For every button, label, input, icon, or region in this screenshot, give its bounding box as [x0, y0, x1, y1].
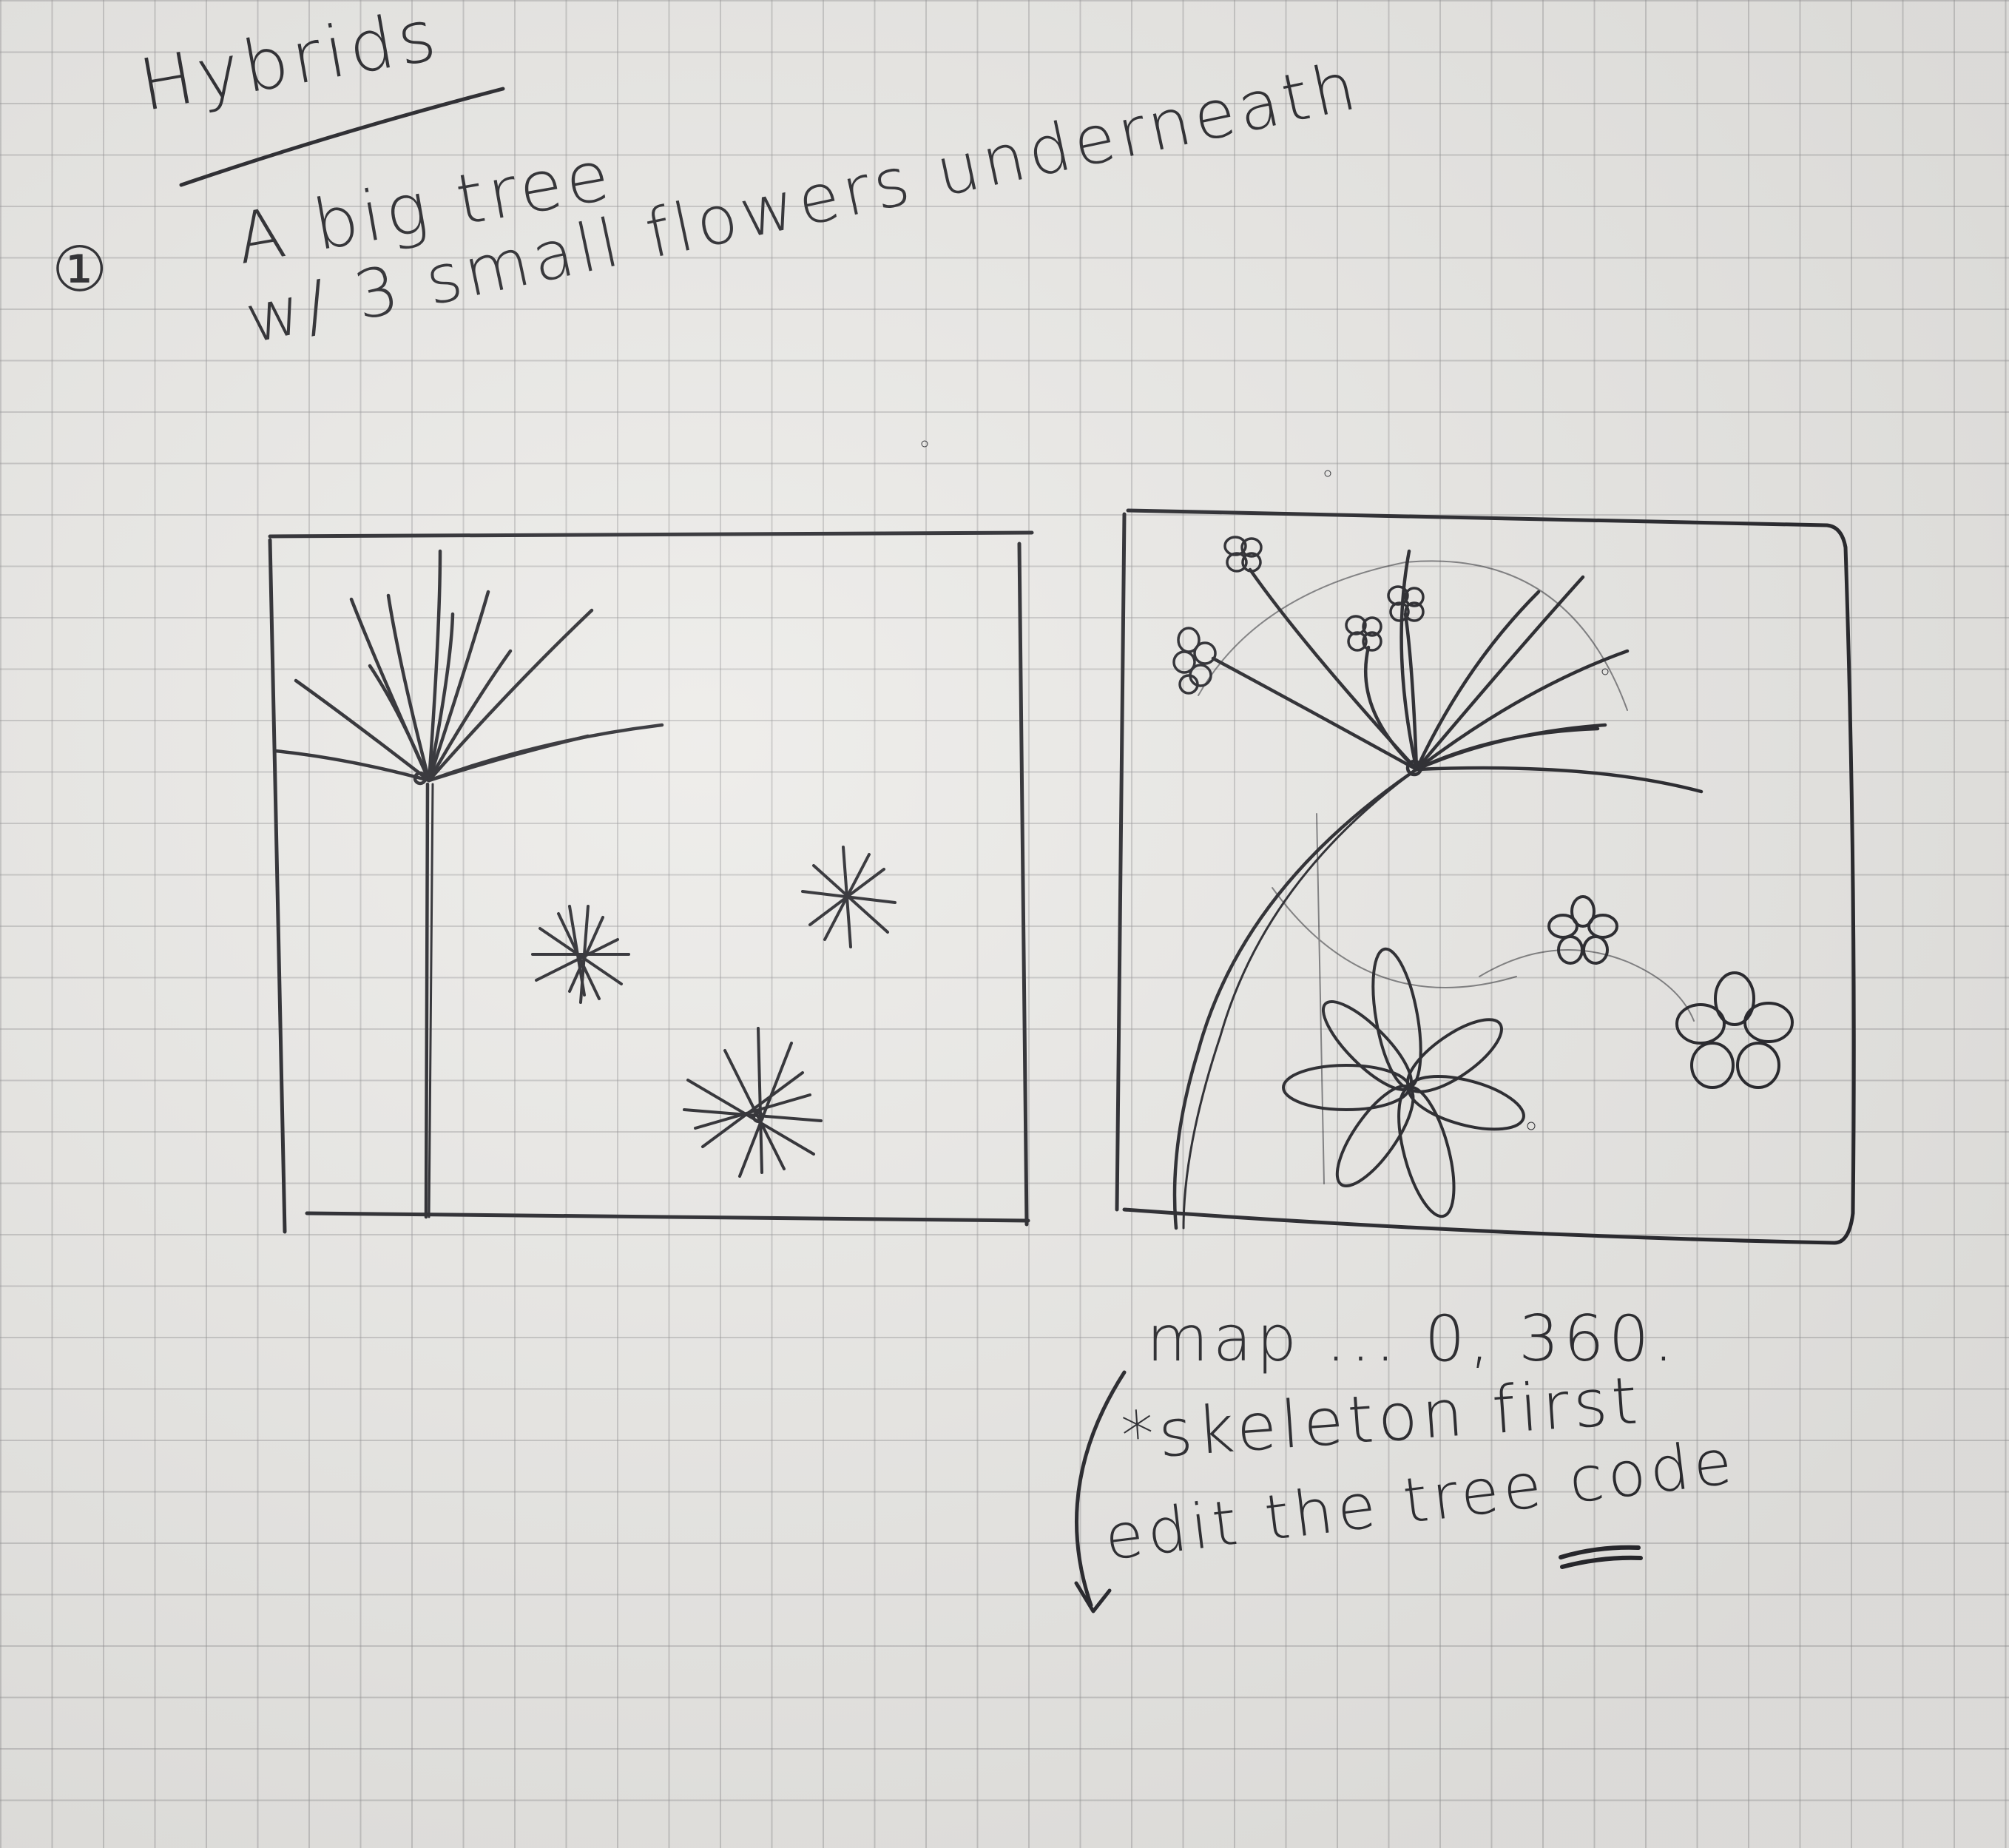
right-tree-branch: [1248, 567, 1419, 772]
left-tree-trunk: [424, 782, 430, 1219]
left-starburst-flower: [801, 846, 897, 948]
notes-bracket-arrow: [1075, 1370, 1127, 1608]
left-frame-bottom: [305, 1211, 1030, 1223]
left-tree-branch: [427, 549, 442, 783]
left-tree: [273, 549, 664, 1219]
left-tree-branch: [427, 723, 664, 783]
right-tree-branch: [1403, 612, 1419, 772]
blossom: [1172, 627, 1217, 695]
left-tree-branch: [427, 608, 594, 783]
small-round-flower: [1547, 895, 1618, 965]
right-tree-branch: [1414, 766, 1704, 794]
left-starburst-flower: [683, 1027, 823, 1178]
right-frame-top: [1126, 508, 1848, 550]
note-line-1: map ... 0, 360.: [1147, 1302, 1678, 1376]
right-ground-flowers: [1282, 895, 1794, 1218]
left-tree-branch: [386, 593, 431, 783]
right-tree-blossoms: [1172, 536, 1425, 695]
item-number: ①: [52, 233, 112, 306]
left-tree-branch: [294, 678, 431, 783]
left-tree-branch: [427, 649, 513, 783]
ink-dot: [1324, 470, 1331, 477]
left-tree-branch: [427, 612, 455, 783]
left-frame-left: [268, 538, 287, 1234]
right-tree-branch: [1364, 645, 1419, 772]
title-underline: [179, 87, 505, 187]
blossom: [1387, 585, 1425, 622]
right-frame-right: [1832, 545, 1856, 1245]
ink-dot: [1601, 668, 1609, 675]
right-frame-left: [1115, 512, 1127, 1212]
right-tree-branch: [1399, 549, 1419, 772]
ink-dot: [1527, 1122, 1536, 1130]
blossom: [1223, 536, 1263, 573]
medium-round-flower: [1675, 971, 1794, 1089]
left-flowers: [531, 846, 897, 1178]
right-tree-branch: [1414, 590, 1541, 772]
left-tree-branch: [368, 664, 431, 783]
right-tree-branch: [1211, 656, 1419, 772]
ink-dot: [921, 440, 928, 448]
blossom: [1345, 615, 1382, 652]
right-sketch-panel: [1115, 508, 1856, 1245]
left-sketch-panel: [268, 530, 1034, 1234]
left-frame-right: [1017, 542, 1029, 1227]
right-tree-branch: [1414, 723, 1607, 772]
left-tree-branch: [427, 590, 490, 783]
left-frame-top: [268, 530, 1034, 539]
left-starburst-flower: [531, 905, 630, 1004]
left-tree-branch: [427, 734, 590, 783]
right-tree: [1172, 549, 1704, 1230]
crossed-out-word: [1559, 1545, 1643, 1569]
right-tree-branch: [1414, 575, 1585, 772]
large-petal-flower: [1282, 947, 1525, 1218]
right-tree-trunk: [1172, 767, 1419, 1230]
right-tree-branch: [1414, 649, 1630, 772]
left-tree-branch: [273, 749, 431, 783]
right-frame-bottom: [1122, 1207, 1837, 1245]
